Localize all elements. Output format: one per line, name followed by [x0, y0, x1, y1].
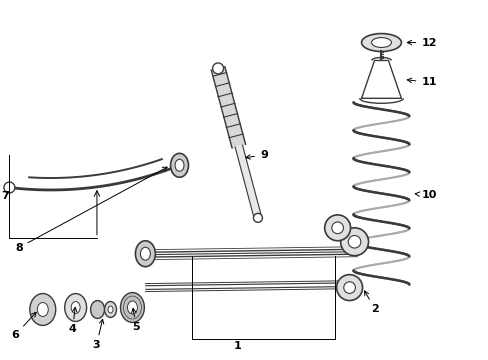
Text: 10: 10 [414, 190, 436, 200]
Circle shape [347, 235, 360, 248]
Text: 7: 7 [1, 192, 9, 202]
Ellipse shape [30, 293, 56, 325]
Circle shape [4, 182, 15, 193]
Ellipse shape [120, 293, 144, 323]
Circle shape [253, 213, 262, 222]
Ellipse shape [175, 159, 183, 171]
Ellipse shape [170, 153, 188, 177]
Ellipse shape [127, 301, 137, 314]
Text: 5: 5 [131, 308, 140, 332]
Circle shape [331, 222, 343, 234]
Text: 4: 4 [68, 307, 77, 334]
Circle shape [212, 63, 223, 74]
Text: 1: 1 [234, 341, 242, 351]
Ellipse shape [104, 302, 116, 318]
Ellipse shape [361, 33, 401, 51]
Ellipse shape [71, 302, 80, 314]
Ellipse shape [108, 306, 113, 313]
Ellipse shape [140, 247, 150, 260]
Text: 3: 3 [92, 319, 103, 350]
Ellipse shape [37, 302, 48, 316]
Circle shape [336, 275, 362, 301]
Ellipse shape [90, 301, 104, 319]
Ellipse shape [135, 241, 155, 267]
Text: 8: 8 [15, 167, 167, 253]
Polygon shape [361, 60, 401, 98]
Text: 2: 2 [364, 291, 379, 315]
Text: 11: 11 [407, 77, 436, 87]
Polygon shape [211, 67, 245, 148]
Circle shape [343, 282, 355, 293]
Circle shape [340, 228, 368, 256]
Text: 12: 12 [407, 37, 436, 48]
Circle shape [324, 215, 350, 241]
Ellipse shape [371, 37, 390, 48]
Text: 9: 9 [245, 150, 267, 160]
Text: 6: 6 [11, 312, 36, 341]
Ellipse shape [64, 293, 86, 321]
Polygon shape [235, 145, 261, 219]
